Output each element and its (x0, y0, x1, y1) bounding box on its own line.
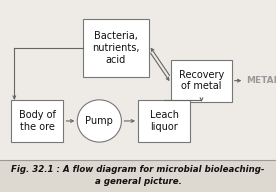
Bar (171, 60, 232, 102)
Text: a general picture.: a general picture. (95, 177, 181, 186)
Bar (83, 19, 149, 77)
Text: Body of
the ore: Body of the ore (19, 110, 56, 132)
Text: Fig. 32.1 : A flow diagram for microbial bioleaching-: Fig. 32.1 : A flow diagram for microbial… (11, 166, 265, 174)
Text: Bacteria,
nutrients,
acid: Bacteria, nutrients, acid (92, 31, 140, 65)
Text: Recovery
of metal: Recovery of metal (179, 70, 224, 91)
Text: METAL: METAL (246, 76, 276, 85)
Bar (11, 100, 63, 142)
Text: Pump: Pump (86, 116, 113, 126)
Bar (138, 100, 190, 142)
Bar (0, 160, 276, 192)
Ellipse shape (77, 100, 121, 142)
Text: Leach
liquor: Leach liquor (150, 110, 179, 132)
